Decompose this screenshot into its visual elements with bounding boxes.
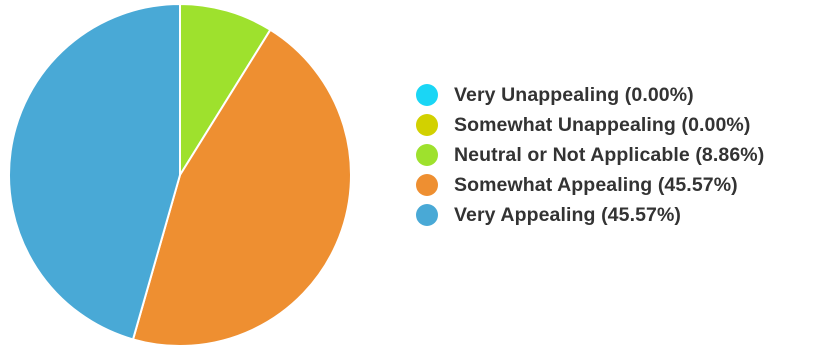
legend-item-very-appealing[interactable]: Very Appealing (45.57%) — [416, 200, 764, 230]
pie-slice-neutral-or-not-applicable[interactable] — [179, 3, 272, 176]
legend-swatch-very-unappealing — [416, 84, 438, 106]
legend-label-very-unappealing: Very Unappealing — [454, 83, 620, 106]
legend-swatch-somewhat-unappealing — [416, 114, 438, 136]
legend-label-somewhat-appealing: Somewhat Appealing — [454, 173, 653, 196]
legend-percent-very-appealing: (45.57%) — [601, 203, 682, 226]
legend-item-neutral-or-not-applicable[interactable]: Neutral or Not Applicable (8.86%) — [416, 140, 764, 170]
legend: Very Unappealing (0.00%) Somewhat Unappe… — [416, 80, 764, 230]
legend-percent-very-unappealing: (0.00%) — [624, 83, 694, 106]
legend-item-somewhat-unappealing[interactable]: Somewhat Unappealing (0.00%) — [416, 110, 764, 140]
legend-swatch-very-appealing — [416, 204, 438, 226]
legend-item-somewhat-appealing[interactable]: Somewhat Appealing (45.57%) — [416, 170, 764, 200]
legend-swatch-neutral-or-not-applicable — [416, 144, 438, 166]
legend-label-very-appealing: Very Appealing — [454, 203, 596, 226]
pie-slice-very-appealing[interactable] — [8, 3, 181, 341]
pie-plot — [8, 3, 352, 347]
pie-slice-somewhat-appealing[interactable] — [132, 28, 352, 347]
legend-percent-somewhat-unappealing: (0.00%) — [681, 113, 751, 136]
legend-item-very-unappealing[interactable]: Very Unappealing (0.00%) — [416, 80, 764, 110]
legend-percent-neutral-or-not-applicable: (8.86%) — [695, 143, 765, 166]
legend-percent-somewhat-appealing: (45.57%) — [657, 173, 738, 196]
legend-label-neutral-or-not-applicable: Neutral or Not Applicable — [454, 143, 690, 166]
legend-swatch-somewhat-appealing — [416, 174, 438, 196]
legend-label-somewhat-unappealing: Somewhat Unappealing — [454, 113, 676, 136]
